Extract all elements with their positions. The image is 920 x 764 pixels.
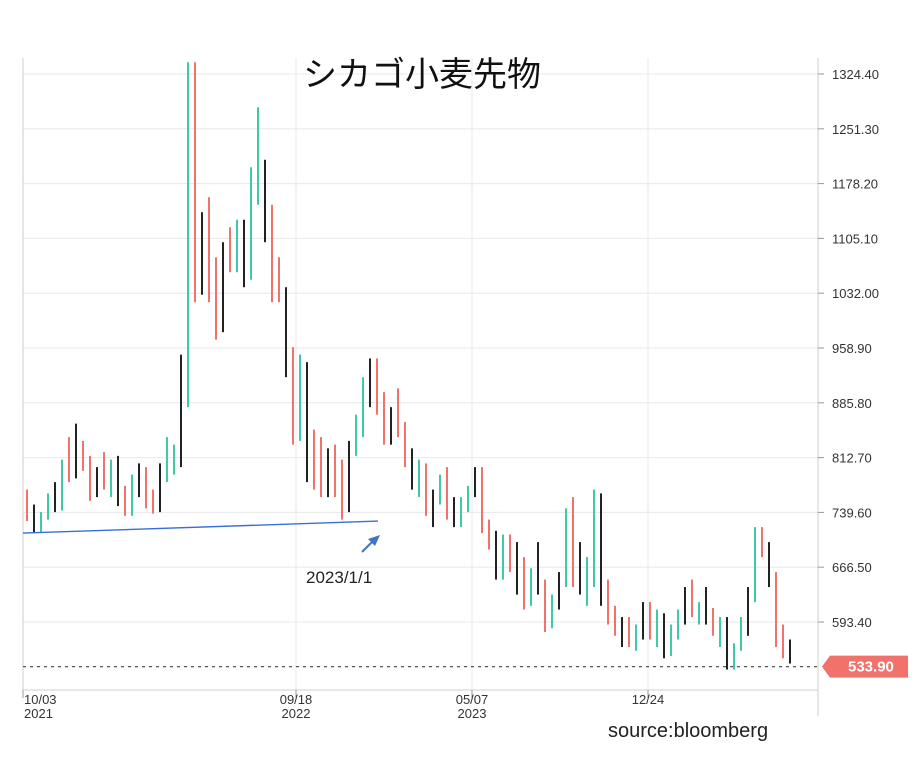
y-tick-label: 739.60 [832, 505, 872, 520]
last-price-badge: 533.90 [822, 655, 908, 678]
y-tick-label: 1178.20 [832, 177, 878, 192]
y-tick-label: 812.70 [832, 451, 872, 466]
y-tick-label: 1251.30 [832, 122, 879, 137]
x-tick-label: 10/03 [24, 692, 57, 707]
last-price-label: 533.90 [848, 659, 894, 676]
ohlc-bars [26, 62, 791, 670]
chart-title: シカゴ小麦先物 [303, 55, 541, 95]
grid [23, 58, 818, 690]
x-tick-year: 2022 [282, 706, 311, 721]
x-tick-label: 12/24 [632, 692, 665, 707]
annotation-arrow-head [368, 535, 380, 546]
support-trendline [22, 520, 379, 534]
y-axis: 1324.40 1251.30 1178.20 1105.10 1032.00 958.9… [818, 67, 879, 630]
x-tick-year: 2023 [458, 706, 487, 721]
y-tick-label: 958.90 [832, 341, 872, 356]
y-tick-label: 593.40 [832, 615, 872, 630]
y-tick-label: 1032.00 [832, 286, 879, 301]
annotation-arrow-shaft [361, 540, 374, 553]
source-label: source:bloomberg [608, 720, 768, 742]
y-tick-label: 885.80 [832, 396, 872, 411]
last-price-badge-bg [822, 655, 908, 678]
x-tick-year: 2021 [24, 706, 53, 721]
y-tick-label: 1105.10 [832, 231, 878, 246]
annotation-arrow [361, 535, 380, 553]
y-tick-label: 666.50 [832, 560, 872, 575]
y-tick-label: 1324.40 [832, 67, 879, 82]
x-tick-label: 05/07 [456, 692, 489, 707]
x-tick-label: 09/18 [280, 692, 313, 707]
annotation-label: 2023/1/1 [306, 568, 372, 587]
